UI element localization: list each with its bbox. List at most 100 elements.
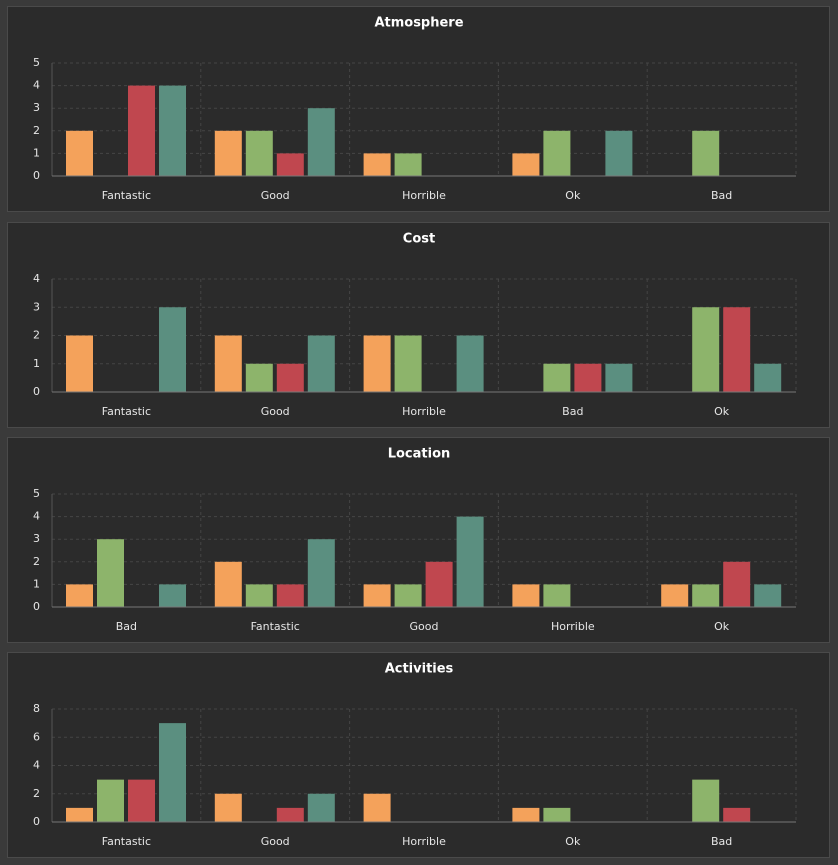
x-tick-label: Ok: [565, 189, 581, 202]
bar: [214, 793, 242, 822]
bar: [605, 363, 633, 392]
chart-title: Atmosphere: [374, 16, 463, 31]
x-tick-label: Ok: [714, 405, 730, 418]
bar: [276, 363, 304, 392]
chart-title: Cost: [403, 232, 435, 247]
x-tick-label: Ok: [565, 835, 581, 848]
x-tick-label: Good: [410, 620, 439, 633]
bar: [394, 584, 422, 607]
bar: [307, 335, 335, 392]
bar: [214, 561, 242, 607]
x-tick-label: Fantastic: [102, 835, 151, 848]
bar: [456, 516, 484, 607]
y-tick-label: 0: [33, 169, 40, 182]
bar: [66, 130, 93, 176]
bar: [276, 807, 304, 822]
x-tick-label: Horrible: [402, 405, 446, 418]
bar: [512, 584, 540, 607]
bar: [307, 793, 335, 822]
bar: [276, 584, 304, 607]
x-tick-label: Bad: [711, 189, 732, 202]
bar: [66, 584, 93, 607]
y-tick-label: 2: [33, 555, 40, 568]
bar: [363, 584, 391, 607]
bar: [245, 363, 273, 392]
bar: [159, 584, 186, 607]
x-tick-label: Ok: [714, 620, 730, 633]
x-tick-label: Good: [261, 189, 290, 202]
y-tick-label: 0: [33, 600, 40, 613]
bar: [97, 539, 124, 607]
bar: [363, 335, 391, 392]
y-tick-label: 2: [33, 124, 40, 137]
bar: [307, 539, 335, 607]
bar: [692, 307, 720, 392]
x-tick-label: Bad: [116, 620, 137, 633]
bar: [543, 130, 571, 176]
y-tick-label: 0: [33, 385, 40, 398]
bar: [692, 779, 720, 822]
y-tick-label: 5: [33, 487, 40, 500]
bar: [363, 153, 391, 176]
bar: [159, 85, 186, 176]
y-tick-label: 0: [33, 815, 40, 828]
y-tick-label: 6: [33, 730, 40, 743]
bar: [245, 584, 273, 607]
bar: [512, 807, 540, 822]
bar: [543, 584, 571, 607]
bar: [159, 723, 186, 822]
bar: [276, 153, 304, 176]
bar: [128, 85, 155, 176]
bar: [97, 779, 124, 822]
y-tick-label: 4: [33, 759, 40, 772]
panel: [7, 652, 830, 858]
y-tick-label: 2: [33, 787, 40, 800]
bar: [394, 335, 422, 392]
bar: [723, 561, 751, 607]
bar: [754, 584, 782, 607]
bar: [723, 307, 751, 392]
x-tick-label: Horrible: [402, 189, 446, 202]
y-tick-label: 4: [33, 79, 40, 92]
x-tick-label: Good: [261, 405, 290, 418]
bar: [128, 779, 155, 822]
y-tick-label: 1: [33, 577, 40, 590]
bar: [394, 153, 422, 176]
x-tick-label: Bad: [562, 405, 583, 418]
x-tick-label: Fantastic: [251, 620, 300, 633]
bar: [661, 584, 689, 607]
bar: [307, 108, 335, 176]
y-tick-label: 5: [33, 56, 40, 69]
chart-title: Activities: [385, 662, 454, 677]
bar: [723, 807, 751, 822]
bar: [456, 335, 484, 392]
bar: [543, 807, 571, 822]
panel: [7, 437, 830, 643]
y-tick-label: 8: [33, 702, 40, 715]
bar: [754, 363, 782, 392]
x-tick-label: Bad: [711, 835, 732, 848]
bar: [363, 793, 391, 822]
bar: [692, 130, 720, 176]
bar: [159, 307, 186, 392]
bar: [512, 153, 540, 176]
bar: [692, 584, 720, 607]
y-tick-label: 4: [33, 510, 40, 523]
bar: [214, 130, 242, 176]
y-tick-label: 1: [33, 357, 40, 370]
x-tick-label: Horrible: [402, 835, 446, 848]
y-tick-label: 2: [33, 329, 40, 342]
bar: [574, 363, 602, 392]
y-tick-label: 3: [33, 532, 40, 545]
bar: [66, 335, 93, 392]
y-tick-label: 4: [33, 272, 40, 285]
bar: [425, 561, 453, 607]
x-tick-label: Good: [261, 835, 290, 848]
bar: [605, 130, 633, 176]
x-tick-label: Fantastic: [102, 405, 151, 418]
bar: [543, 363, 571, 392]
y-tick-label: 3: [33, 101, 40, 114]
y-tick-label: 3: [33, 300, 40, 313]
bar: [245, 130, 273, 176]
